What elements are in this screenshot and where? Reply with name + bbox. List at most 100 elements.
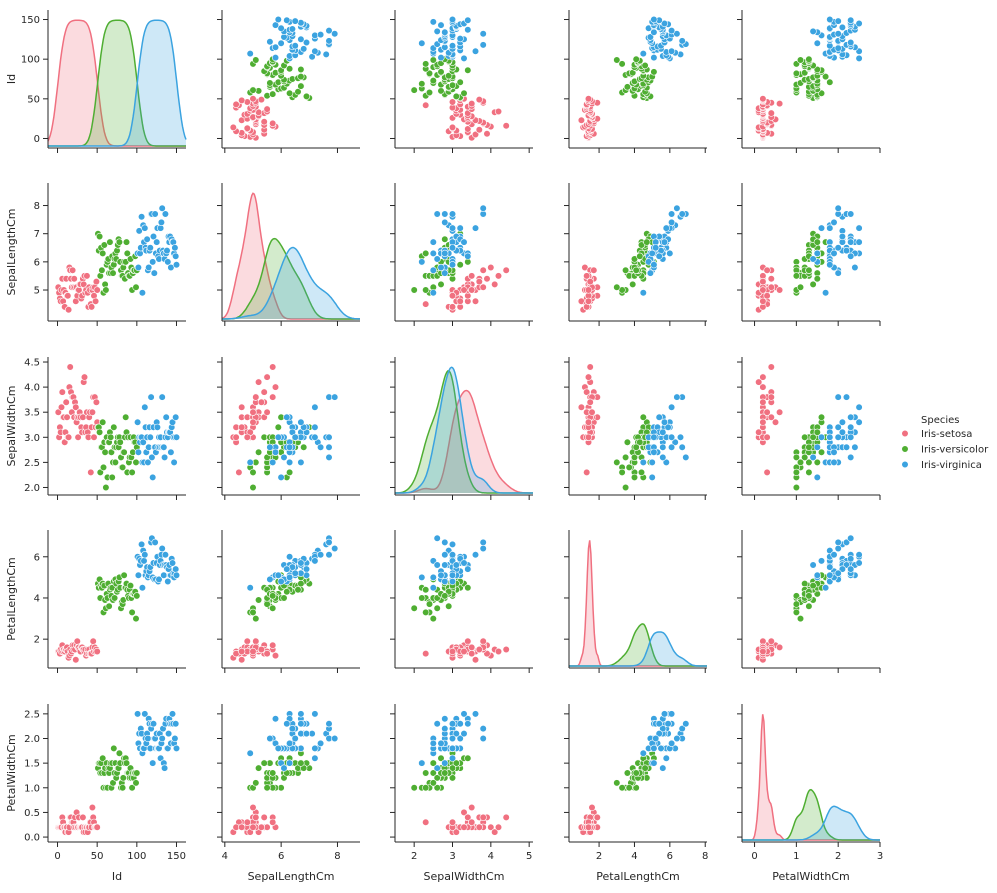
panel-r1-c0-point-iris-virginica-6 <box>138 289 146 297</box>
panel-r4-c0-point-iris-virginica-39 <box>165 729 173 738</box>
panel-r0-c1-point-iris-virginica-35 <box>325 27 333 35</box>
panel-r4-c0-point-iris-virginica-47 <box>171 734 179 743</box>
panel-r2-c1-point-iris-virginica-8 <box>297 458 305 467</box>
xtick-label-sepalwidthcm-3: 5 <box>526 851 532 862</box>
panel-r4-c2-point-iris-virginica-46 <box>429 739 437 748</box>
panel-r3-c2-point-iris-setosa-49 <box>460 647 468 656</box>
panel-r3-c4-point-iris-virginica-29 <box>817 557 826 565</box>
panel-r1-c0-point-iris-versicolor-36 <box>122 238 131 246</box>
panel-r2-c3-point-iris-versicolor-35 <box>639 413 647 421</box>
panel-r3-c1-point-iris-setosa-44 <box>252 637 260 645</box>
panel-r3-c4-point-iris-setosa-24 <box>759 637 767 645</box>
panel-r0-c1-point-iris-virginica-42 <box>271 21 280 29</box>
ytick-label-petallengthcm-1: 4 <box>34 593 40 604</box>
panel-r4-c0-point-iris-versicolor-27 <box>115 749 123 757</box>
panel-r4-c1-point-iris-virginica-48 <box>283 720 291 728</box>
panel-r1-c3-point-iris-virginica-44 <box>660 238 669 246</box>
panel-r1-c4-point-iris-versicolor-48 <box>796 283 805 291</box>
panel-r1-c3-point-iris-virginica-29 <box>662 224 670 232</box>
panel-r2-c4-point-iris-setosa-31 <box>767 413 775 421</box>
panel-r0-c4-point-iris-versicolor-31 <box>792 69 801 77</box>
panel-r3-c2-point-iris-versicolor-35 <box>464 584 472 592</box>
panel-r4-c1-point-iris-virginica-29 <box>311 754 319 762</box>
panel-r0-c0-kde-line-iris-virginica <box>48 19 187 147</box>
panel-r3-c0-point-iris-versicolor-49 <box>133 592 141 600</box>
panel-r1-c4-point-iris-setosa-45 <box>763 292 771 300</box>
panel-r2-c1-point-iris-virginica-13 <box>269 458 277 467</box>
ytick-label-id-0: 0 <box>34 134 40 145</box>
panel-r2-c0-point-iris-setosa-13 <box>64 433 73 441</box>
panel-r4-c3-point-iris-virginica-32 <box>659 724 667 733</box>
panel-r4-c2-point-iris-setosa-23 <box>460 808 468 817</box>
panel-r3-c1-point-iris-versicolor-36 <box>297 579 305 588</box>
panel-r0-c3-point-iris-virginica-22 <box>678 37 686 45</box>
panel-r2-c0-point-iris-versicolor-7 <box>99 463 108 472</box>
panel-r4-c3-point-iris-virginica-37 <box>657 744 665 753</box>
panel-r4-c0-point-iris-versicolor-43 <box>128 784 136 792</box>
panel-r1-c0-point-iris-virginica-14 <box>145 263 153 272</box>
panel-r3-c1-point-iris-setosa-22 <box>238 656 246 664</box>
panel-r2-c2-kde-fill-iris-setosa <box>395 390 533 493</box>
panel-r1-c0-point-iris-virginica-19 <box>149 258 157 266</box>
panel-r2-c0-point-iris-setosa-0 <box>54 408 62 416</box>
panel-r2-c3-point-iris-setosa-15 <box>586 363 594 371</box>
panel-r3-c0-point-iris-versicolor-48 <box>132 614 140 623</box>
legend-marker-iris-setosa <box>901 429 909 438</box>
panel-r0-c2-point-iris-versicolor-31 <box>425 69 434 77</box>
panel-r2-c0-point-iris-virginica-48 <box>172 413 180 421</box>
panel-r4-c3-point-iris-virginica-34 <box>659 764 667 772</box>
panel-r2-c1-point-iris-setosa-36 <box>263 408 271 416</box>
panel-r2-c1-point-iris-virginica-47 <box>291 433 299 441</box>
xtick-label-sepallengthcm-0: 4 <box>222 851 228 862</box>
panel-r4-c0-point-iris-versicolor-31 <box>118 784 127 792</box>
panel-r4-c2-point-iris-versicolor-39 <box>429 769 437 777</box>
panel-r2-c4-point-iris-versicolor-41 <box>809 433 817 441</box>
panel-r2-c4-point-iris-versicolor-43 <box>792 468 801 477</box>
panel-r4-c2-point-iris-virginica-14 <box>441 715 449 723</box>
panel-r3-c0-point-iris-versicolor-21 <box>110 594 119 602</box>
panel-r1-c4-point-iris-virginica-21 <box>834 269 842 277</box>
panel-r2-c4-point-iris-setosa-23 <box>771 418 780 426</box>
panel-r2-c0-point-iris-virginica-46 <box>170 458 178 467</box>
panel-r2-c4-point-iris-versicolor-48 <box>796 458 805 467</box>
panel-r0-c2-point-iris-setosa-48 <box>475 95 483 104</box>
panel-r3-c2-point-iris-virginica-19 <box>418 573 426 582</box>
panel-r2-c3-point-iris-versicolor-47 <box>636 438 644 446</box>
panel-r2-c1-point-iris-versicolor-10 <box>249 483 257 492</box>
panel-r3-c2-point-iris-versicolor-29 <box>433 604 441 612</box>
panel-r2-c0-point-iris-versicolor-16 <box>107 433 115 441</box>
panel-r2-c3-point-iris-setosa-33 <box>584 373 593 381</box>
panel-r2-c3-point-iris-virginica-32 <box>659 443 667 451</box>
panel-r3-c4-point-iris-virginica-39 <box>838 565 847 573</box>
xtick-label-id-2: 100 <box>127 851 146 862</box>
panel-r3-c0-point-iris-virginica-35 <box>161 551 169 559</box>
legend-marker-iris-virginica <box>901 460 909 469</box>
panel-r2-c2-kde-line-iris-setosa <box>395 389 533 494</box>
panel-r4-c2-point-iris-virginica-9 <box>471 710 480 718</box>
panel-r1-c2-point-iris-virginica-13 <box>429 266 437 274</box>
panel-r0-c4-point-iris-setosa-31 <box>767 109 775 117</box>
panel-r0-c1-point-iris-versicolor-19 <box>266 79 274 87</box>
panel-r1-c4-point-iris-setosa-49 <box>759 286 767 294</box>
panel-r4-c3-point-iris-setosa-43 <box>588 803 596 812</box>
panel-r3-c0-point-iris-virginica-22 <box>151 538 159 547</box>
panel-r1-c0-point-iris-versicolor-5 <box>98 266 106 274</box>
panel-r1-c2-point-iris-setosa-46 <box>479 283 487 291</box>
panel-r0-c1-point-iris-virginica-5 <box>322 50 330 59</box>
panel-r3-c2-point-iris-virginica-9 <box>471 551 480 559</box>
panel-r4-c2-point-iris-virginica-17 <box>479 724 487 733</box>
panel-r1-c2-point-iris-virginica-34 <box>433 255 441 263</box>
panel-r1-c4-point-iris-virginica-34 <box>809 255 817 263</box>
panel-r0-c2-point-iris-versicolor-7 <box>425 88 434 97</box>
panel-r0-c3-point-iris-setosa-22 <box>577 116 586 124</box>
panel-r0-c1-point-iris-virginica-12 <box>300 45 308 53</box>
panel-r1-c2-point-iris-setosa-36 <box>468 272 476 280</box>
panel-r3-c1-point-iris-virginica-21 <box>266 575 274 584</box>
panel-r3-c0-point-iris-virginica-8 <box>140 557 148 565</box>
panel-r1-c0-point-iris-versicolor-19 <box>109 269 117 277</box>
panel-r2-c0-point-iris-virginica-31 <box>158 393 166 401</box>
panel-r1-c1-kde-fill-iris-versicolor <box>222 238 360 319</box>
panel-r3-c4-point-iris-setosa-49 <box>759 647 767 656</box>
panel-r3-c4-point-iris-virginica-37 <box>826 563 834 571</box>
panel-r3-c3-kde-fill-iris-virginica <box>569 632 707 666</box>
